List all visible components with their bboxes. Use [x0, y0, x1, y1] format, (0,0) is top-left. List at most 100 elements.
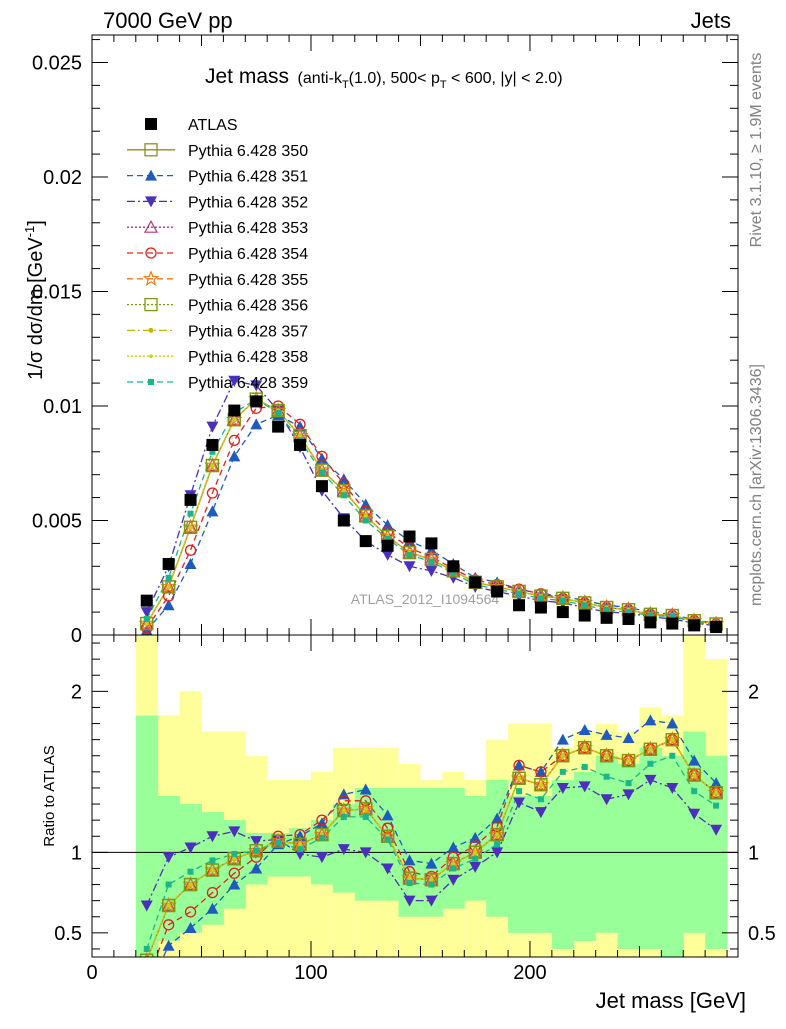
mc-point-series-8: [363, 514, 368, 518]
ratio-stat-band: [135, 715, 159, 957]
ratio-point-series-4: [644, 743, 657, 755]
atlas-data-point: [403, 530, 416, 543]
ratio-point-series-9: [428, 881, 435, 888]
atlas-data-point: [469, 576, 482, 589]
mc-point-series-6: [315, 463, 329, 477]
ratio-y-tick-label: 1: [71, 842, 82, 864]
mc-point-series-3: [139, 616, 154, 630]
ratio-point-series-9: [559, 768, 566, 775]
legend-label-6: Pythia 6.428 356: [188, 298, 308, 315]
ratio-point-series-1: [688, 754, 701, 766]
mc-point-series-9: [559, 597, 566, 604]
ratio-point-series-1: [491, 812, 504, 824]
mc-point-series-2: [140, 607, 153, 619]
analysis-watermark: ATLAS_2012_I1094564: [351, 591, 500, 607]
ratio-point-series-2: [184, 842, 197, 854]
mc-point-series-1: [250, 418, 263, 430]
ratio-point-series-1: [622, 732, 635, 744]
ratio-point-series-1: [666, 717, 679, 729]
atlas-data-point: [578, 609, 591, 622]
mc-point-series-2: [206, 421, 219, 433]
mc-point-series-9: [318, 469, 325, 476]
ratio-point-series-4: [316, 814, 328, 826]
atlas-data-point: [688, 619, 701, 632]
ratio-point-series-8: [145, 958, 149, 962]
top-axes: 0 0.005 0.01 0.015 0.02 0.025: [32, 35, 738, 647]
ratio-point-series-9: [406, 879, 413, 886]
ratio-point-series-6: [687, 768, 701, 782]
ratio-point-series-9: [713, 802, 720, 809]
ratio-point-series-6: [709, 786, 723, 800]
mc-point-series-8: [210, 463, 215, 468]
ratio-point-series-2: [228, 826, 241, 838]
ratio-point-series-9: [275, 839, 282, 846]
mc-point-series-9: [406, 551, 413, 558]
mc-point-series-1: [162, 599, 175, 611]
ratio-point-series-1: [710, 777, 723, 789]
ratio-point-series-5: [160, 896, 177, 913]
legend-marker-9: [148, 379, 154, 385]
ratio-point-series-1: [250, 862, 263, 874]
ratio-point-series-8: [670, 737, 675, 742]
mc-point-series-8: [188, 525, 193, 530]
top-y-tick-label: 0.025: [32, 52, 82, 74]
mc-point-series-8: [232, 417, 237, 422]
ratio-point-series-1: [162, 939, 175, 951]
mc-point-series-3: [205, 458, 220, 472]
atlas-data-point: [710, 620, 723, 633]
ratio-point-series-1: [578, 723, 591, 735]
atlas-data-point: [447, 560, 460, 573]
ratio-point-series-1: [359, 783, 372, 795]
ratio-point-series-8: [714, 790, 718, 795]
atlas-data-point: [228, 404, 241, 417]
legend-label-2: Pythia 6.428 352: [188, 194, 308, 211]
mc-point-series-6: [402, 545, 417, 560]
header-right: Jets: [691, 8, 731, 33]
mc-point-series-2: [403, 561, 416, 573]
ratio-point-series-7: [144, 958, 149, 963]
x-axis-label: Jet mass [GeV]: [596, 988, 746, 1013]
ratio-panel-frame: [91, 634, 739, 958]
ratio-point-series-5: [620, 751, 637, 768]
ratio-point-series-8: [517, 776, 521, 781]
ratio-point-series-8: [407, 876, 412, 880]
ratio-point-series-2: [556, 782, 569, 794]
ratio-point-series-5: [488, 825, 506, 842]
top-y-tick-label: 0.015: [32, 281, 82, 303]
mc-point-series-9: [384, 535, 391, 542]
mc-point-series-9: [143, 615, 150, 622]
atlas-data-point: [250, 395, 263, 408]
ratio-point-series-1: [600, 728, 613, 740]
ratio-stat-band: [529, 796, 553, 933]
ratio-point-series-2: [315, 852, 328, 864]
ratio-point-series-4: [184, 906, 197, 918]
mc-point-series-3: [183, 520, 198, 533]
ratio-point-series-9: [297, 846, 304, 853]
legend-label-3: Pythia 6.428 353: [188, 220, 308, 237]
ratio-point-series-5: [707, 784, 725, 800]
ratio-point-series-8: [473, 850, 478, 855]
ratio-point-series-2: [337, 844, 350, 856]
ratio-point-series-8: [604, 753, 609, 758]
ratio-point-series-9: [340, 813, 347, 820]
ratio-point-series-2: [534, 807, 547, 819]
ratio-point-series-1: [228, 878, 241, 890]
ratio-point-series-4: [338, 795, 350, 807]
mc-point-series-2: [228, 375, 241, 387]
ratio-point-series-5: [204, 861, 221, 878]
atlas-data-point: [162, 558, 175, 571]
ratio-point-series-1: [469, 831, 482, 843]
ratio-point-series-2: [513, 797, 526, 809]
legend-label-0: Pythia 6.428 350: [188, 143, 308, 160]
ratio-point-series-6: [621, 753, 636, 768]
title-main: Jet mass: [205, 65, 289, 88]
ratio-stat-band: [639, 747, 662, 949]
ratio-point-series-5: [642, 740, 659, 757]
ratio-point-series-9: [647, 760, 654, 767]
ratio-point-series-5: [664, 730, 681, 747]
mc-point-series-5: [204, 456, 221, 473]
ratio-stat-band: [595, 755, 619, 933]
ratio-point-series-1: [403, 854, 416, 866]
ratio-stat-band: [354, 787, 378, 901]
ratio-point-series-5: [467, 843, 484, 860]
